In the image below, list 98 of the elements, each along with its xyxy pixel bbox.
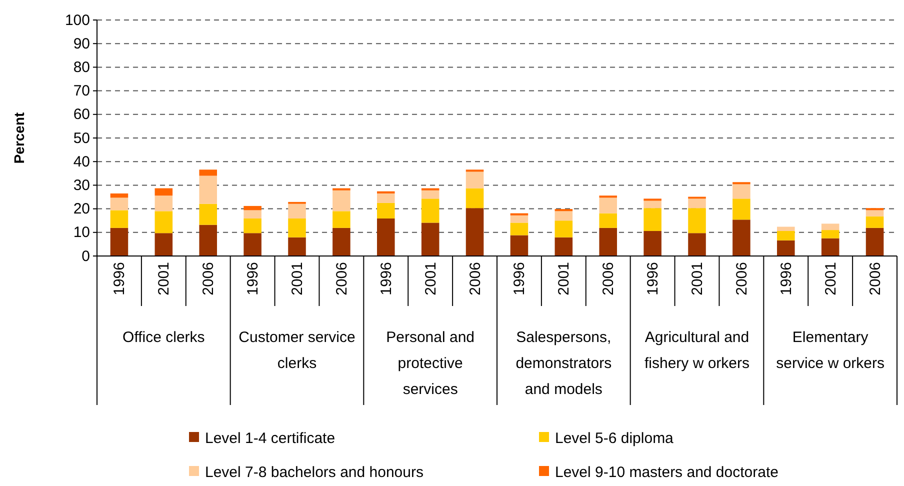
bar xyxy=(110,228,128,256)
bar xyxy=(154,196,173,212)
x-tick-label: 1996 xyxy=(644,262,662,296)
bar xyxy=(377,193,395,203)
bar xyxy=(110,198,128,210)
bar xyxy=(644,208,662,231)
x-tick-label: 2001 xyxy=(422,262,440,296)
bar xyxy=(510,215,528,223)
bar xyxy=(110,210,128,228)
bar xyxy=(599,228,617,256)
text: Agricultural and fishery w orkers xyxy=(644,329,750,372)
y-tick-label: 60 xyxy=(73,106,90,124)
bar xyxy=(599,198,617,214)
bar xyxy=(688,208,706,234)
y-tick-label: 0 xyxy=(82,248,90,265)
bar xyxy=(199,224,217,256)
bar xyxy=(644,230,662,256)
bar xyxy=(644,200,662,208)
x-tick-label: 2006 xyxy=(333,262,350,296)
y-tick-label: 10 xyxy=(73,224,90,242)
x-tick-label: 1996 xyxy=(378,262,395,296)
legend-label: Level 1-4 certificate xyxy=(205,430,336,447)
bar xyxy=(421,198,440,223)
bar xyxy=(421,222,440,256)
y-tick-label: 30 xyxy=(73,177,90,194)
legend-label: Level 9-10 masters and doctorate xyxy=(555,464,778,481)
x-tick-label: 2006 xyxy=(866,262,884,296)
bar xyxy=(244,206,262,210)
x-tick-label: 2001 xyxy=(822,262,840,296)
bar xyxy=(866,216,884,228)
bar xyxy=(554,237,573,256)
bar xyxy=(466,172,484,188)
bar xyxy=(777,230,795,240)
legend-label: Level 7-8 bachelors and honours xyxy=(205,464,424,481)
bar xyxy=(821,224,840,230)
y-tick-label: 90 xyxy=(73,35,90,52)
bar xyxy=(288,204,306,218)
y-tick-label: 100 xyxy=(64,12,90,29)
x-tick-label: 2001 xyxy=(689,262,706,296)
bar xyxy=(332,228,350,256)
bar xyxy=(510,235,528,256)
text: Personal and protective services xyxy=(386,329,475,398)
x-tick-label: 1996 xyxy=(778,262,795,296)
bar xyxy=(777,240,795,256)
bar xyxy=(288,218,306,238)
bar xyxy=(199,204,217,225)
y-axis-title: Percent xyxy=(11,112,27,164)
bar xyxy=(154,233,173,256)
bar xyxy=(332,211,350,228)
bar xyxy=(688,198,706,208)
bar xyxy=(199,170,217,176)
x-tick-label: 1996 xyxy=(244,262,262,296)
bar xyxy=(554,211,573,221)
x-tick-label: 2006 xyxy=(466,262,484,296)
bar xyxy=(777,226,795,231)
y-tick-label: 80 xyxy=(73,59,90,76)
legend-label: Level 5-6 diploma xyxy=(555,430,674,447)
bar xyxy=(421,190,440,199)
bar xyxy=(821,238,840,256)
bar xyxy=(821,230,840,238)
bar xyxy=(732,220,750,256)
bar xyxy=(732,198,750,220)
bar xyxy=(244,210,262,218)
bar xyxy=(688,233,706,256)
bar xyxy=(377,202,395,218)
bar xyxy=(554,220,573,238)
x-tick-label: 2001 xyxy=(289,262,306,296)
bar xyxy=(110,193,128,198)
bar xyxy=(466,208,484,256)
bar xyxy=(199,176,217,204)
bar xyxy=(599,213,617,228)
y-tick-label: 20 xyxy=(73,200,90,218)
y-tick-label: 70 xyxy=(73,82,90,100)
x-tick-label: 2006 xyxy=(200,262,218,296)
text: Customer service clerks xyxy=(238,329,356,372)
bar xyxy=(377,218,395,256)
x-tick-label: 2006 xyxy=(733,262,750,296)
bar xyxy=(732,184,750,199)
bar xyxy=(154,188,173,196)
bar xyxy=(866,210,884,216)
x-tick-label: 2001 xyxy=(156,262,173,296)
bar xyxy=(154,211,173,234)
bar xyxy=(244,218,262,234)
bar xyxy=(332,190,350,212)
bar xyxy=(466,188,484,208)
y-tick-label: 40 xyxy=(73,153,90,170)
text: Salespersons, demonstrators and models xyxy=(516,329,612,398)
text: Elementary service w orkers xyxy=(776,329,885,372)
bar xyxy=(510,222,528,236)
text: Office clerks xyxy=(122,329,205,346)
x-tick-label: 2006 xyxy=(600,262,618,296)
bar xyxy=(244,233,262,256)
bar xyxy=(866,228,884,256)
bar xyxy=(288,237,306,256)
x-tick-label: 2001 xyxy=(556,262,573,296)
y-tick-label: 50 xyxy=(73,130,90,147)
x-tick-label: 1996 xyxy=(111,262,128,296)
x-tick-label: 1996 xyxy=(511,262,528,296)
